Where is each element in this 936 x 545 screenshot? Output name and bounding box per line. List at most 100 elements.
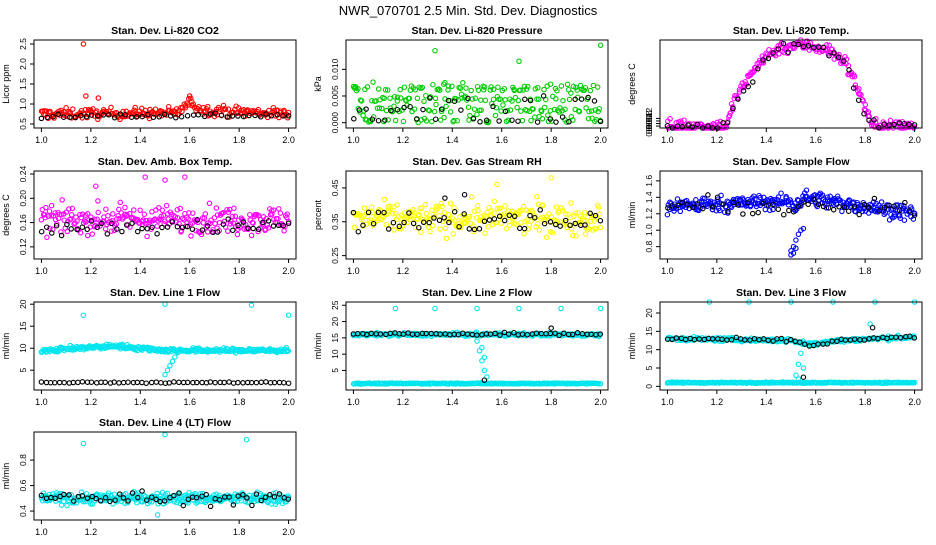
data-point [167,113,174,119]
data-point [174,499,180,506]
data-point [141,211,148,218]
data-point [481,84,488,90]
data-point [224,114,230,120]
data-point [445,211,452,218]
data-point [88,218,95,224]
x-tick-label: 1.2 [85,397,98,407]
data-point [391,103,397,110]
plot-frame [345,39,609,129]
data-point [873,200,879,207]
data-point [597,118,604,125]
chart-title: Stan. Dev. Gas Stream RH [412,156,541,168]
data-point [887,117,894,124]
data-point [84,211,91,217]
data-point [284,211,290,217]
y-tick-label: 0.5 [18,118,28,130]
data-point [506,212,513,219]
data-point [179,224,186,231]
y-axis-label: ml/min [1,463,11,490]
data-point [506,222,513,229]
data-point [709,204,716,210]
data-point [582,84,589,91]
x-tick-label: 1.4 [760,135,773,145]
data-point [845,208,852,214]
data-point [94,216,100,222]
data-point [226,114,233,120]
data-point [735,202,741,208]
data-point [775,194,782,200]
x-tick-label: 1.8 [859,266,872,276]
data-point [815,201,822,207]
data-point [790,208,797,215]
chart-line1: Stan. Dev. Line 1 Flow ml/min 1.0 1.2 1.4 1.6… [1,287,297,407]
data-point [596,204,602,210]
data-point [161,498,168,504]
data-point [430,81,436,88]
data-point [445,87,451,93]
data-point [206,200,213,207]
data-point [517,87,523,93]
data-point [253,379,260,386]
data-point [785,49,791,55]
data-point [394,98,401,104]
data-point [383,221,390,228]
data-point [480,87,487,93]
data-point [516,305,522,312]
data-point [79,379,86,385]
x-tick-label: 1.0 [347,135,360,145]
data-point [195,112,202,118]
data-point [502,108,509,115]
data-point [734,195,741,202]
data-point [561,330,567,337]
data-point [78,112,84,119]
data-point [53,490,60,496]
data-point [88,112,95,118]
data-point [132,104,138,111]
data-point [481,377,488,383]
data-point [721,209,728,215]
data-point [800,199,807,205]
data-point [450,231,457,237]
data-point [826,42,832,49]
data-point [255,212,262,219]
data-point [802,341,808,347]
data-point [443,103,449,110]
data-point [705,192,711,198]
data-point [492,330,498,337]
data-point [188,233,194,239]
data-point [392,210,399,216]
data-point [66,492,72,498]
data-point [52,495,58,502]
data-point [798,350,804,357]
data-point [418,229,424,235]
data-point [229,213,236,220]
data-point [432,116,439,122]
data-point [133,114,140,120]
data-point [778,190,784,196]
data-point [563,219,569,226]
y-tick-label: 1.5 [18,78,28,90]
data-point [515,97,522,104]
x-tick-label: 1.6 [809,135,822,145]
data-point [842,337,849,343]
data-point [735,96,741,102]
data-points [350,175,604,242]
data-point [392,305,399,312]
data-point [798,203,804,209]
data-point [285,496,292,502]
data-point [235,222,241,229]
data-point [84,495,91,501]
data-point [466,226,473,232]
data-point [384,87,391,93]
y-axis-label: kPa [313,76,323,92]
data-point [95,198,101,204]
data-point [189,226,196,232]
data-point [570,83,577,90]
x-tick-label: 1.8 [233,266,246,276]
data-point [365,209,372,216]
data-point [522,96,528,103]
data-point [740,88,747,94]
data-point [159,207,166,214]
data-point [479,344,485,351]
data-point [495,84,501,90]
